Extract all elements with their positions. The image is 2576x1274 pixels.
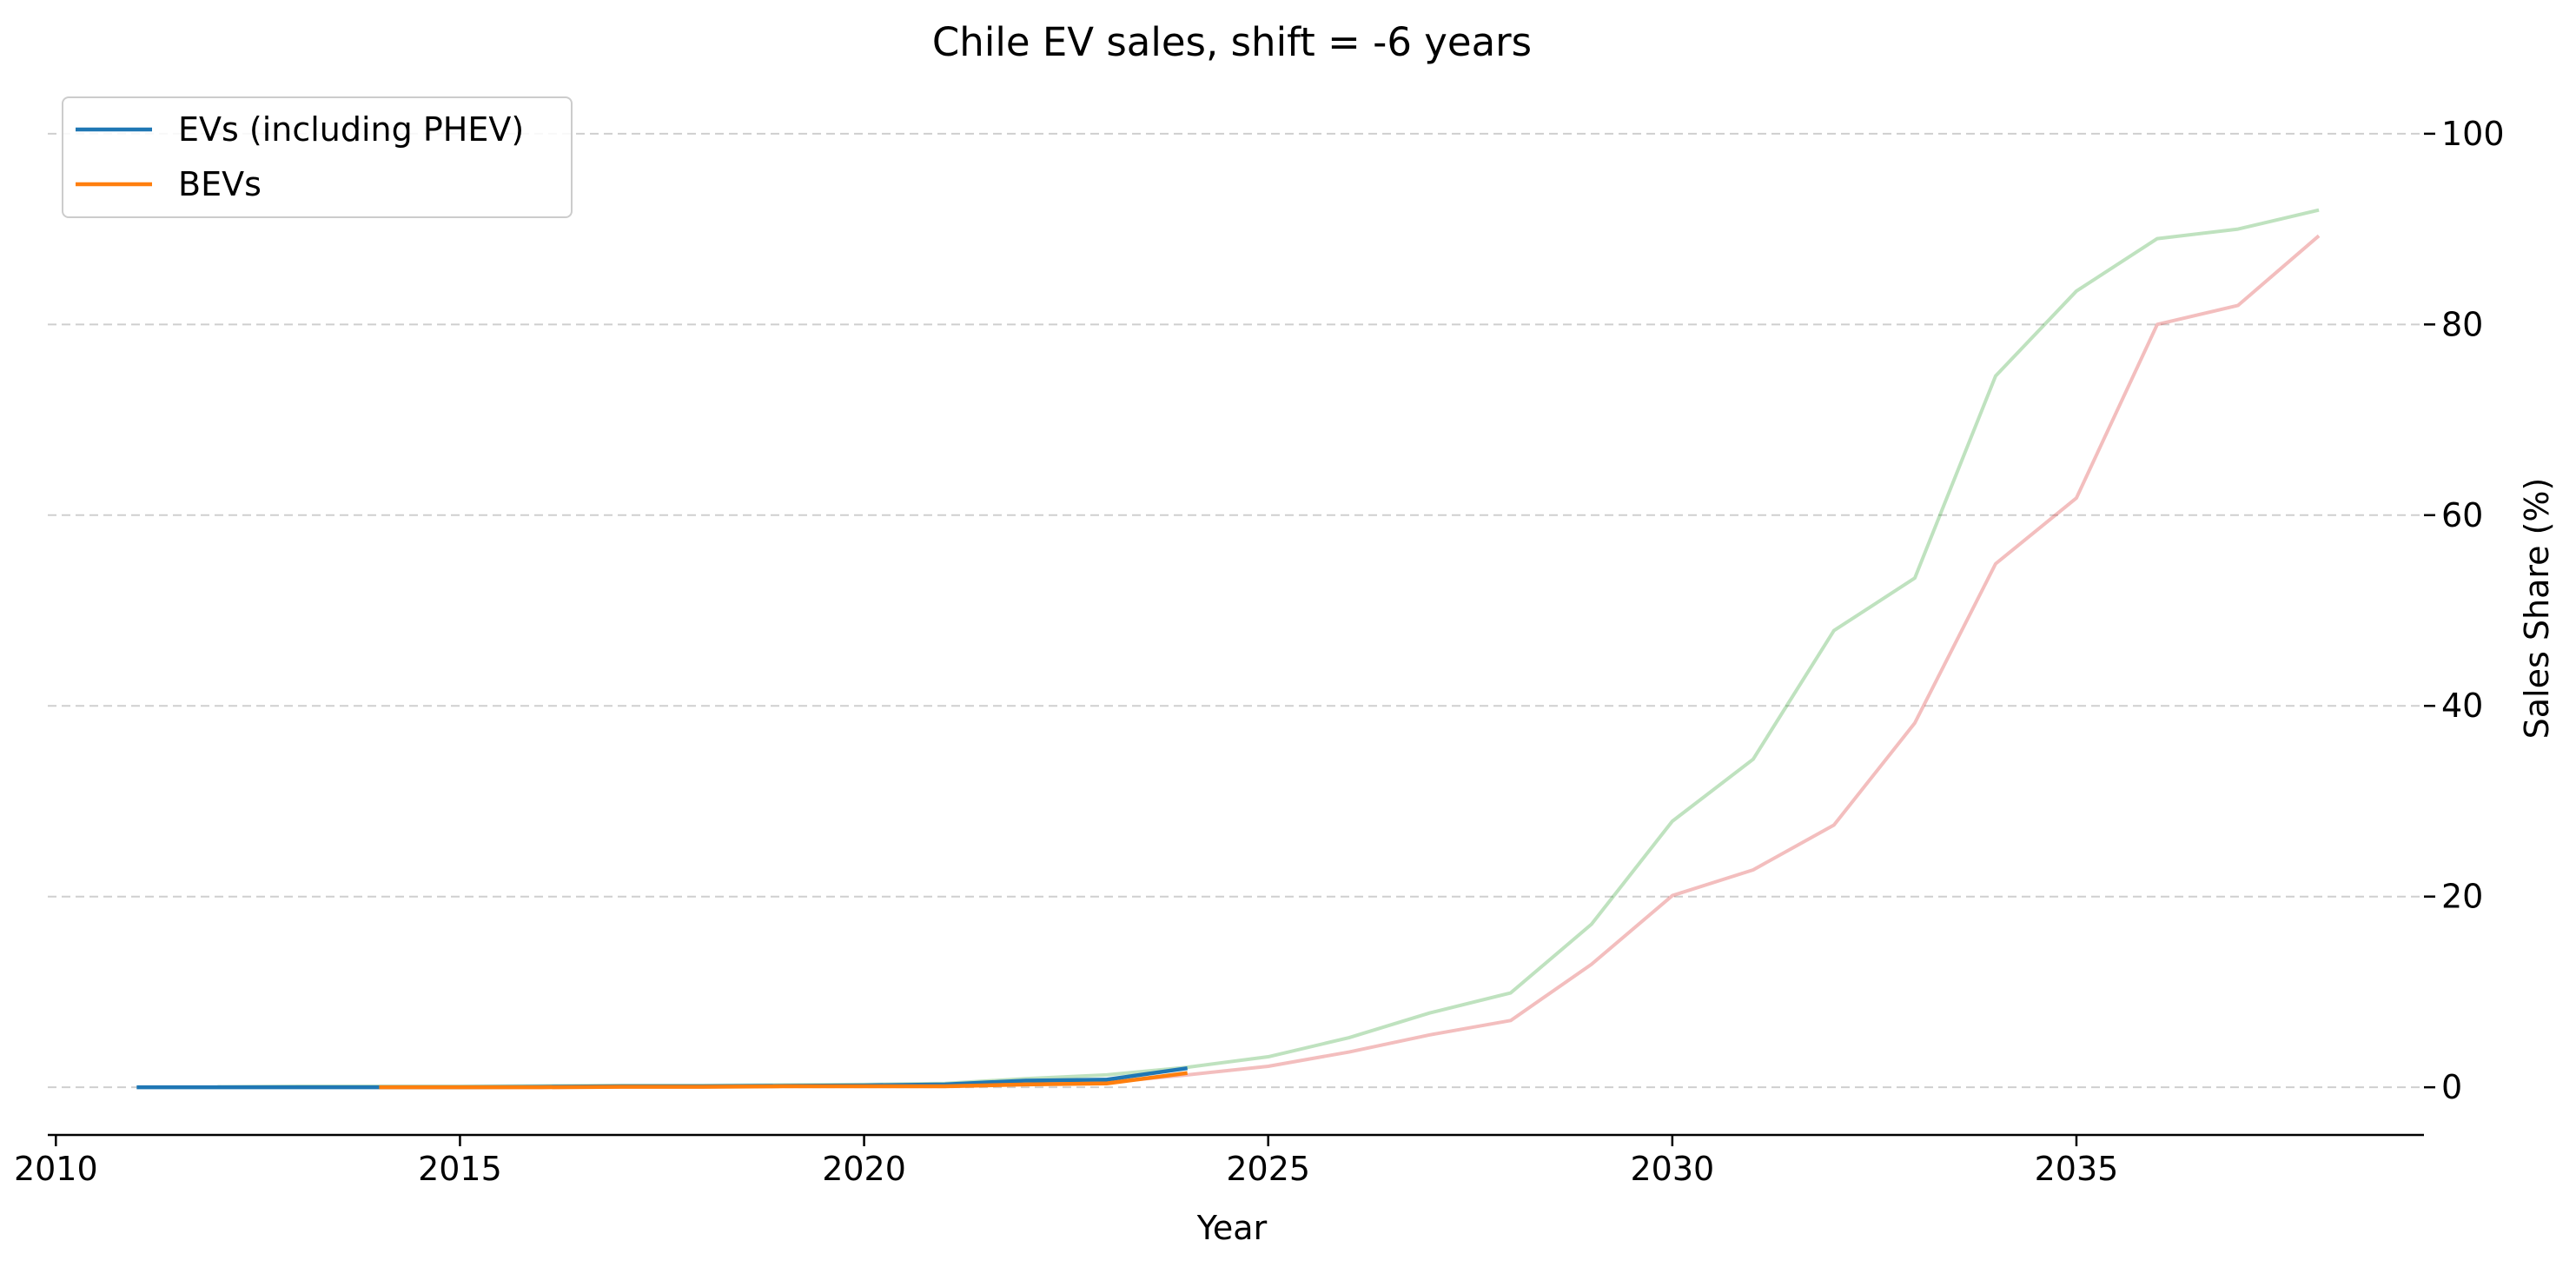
x-tick-label: 2010	[14, 1150, 98, 1188]
legend-label-2: BEVs	[178, 165, 262, 203]
legend: EVs (including PHEV) BEVs	[62, 96, 573, 218]
legend-box	[62, 96, 573, 218]
chart-title: Chile EV sales, shift = -6 years	[932, 19, 1532, 65]
x-tick-label: 2025	[1226, 1150, 1310, 1188]
y-tick-label: 40	[2441, 687, 2483, 725]
y-tick-label: 60	[2441, 496, 2483, 534]
series-line-2	[379, 1071, 1188, 1090]
y-axis-label: Sales Share (%)	[2518, 478, 2556, 740]
x-tick-label: 2020	[822, 1150, 906, 1188]
x-axis-label: Year	[1196, 1209, 1268, 1247]
data-series	[136, 1065, 1188, 1090]
x-tick-label: 2030	[1630, 1150, 1714, 1188]
y-tick-label: 20	[2441, 878, 2483, 916]
x-tick-label: 2035	[2035, 1150, 2119, 1188]
y-tick-label: 0	[2441, 1068, 2462, 1106]
y-tick-label: 100	[2441, 115, 2505, 153]
y-tick-label: 80	[2441, 305, 2483, 343]
axes: 2010 2015 2020 2025 2030 2035 0 20 40 60 80 100	[14, 115, 2505, 1188]
x-tick-label: 2015	[418, 1150, 502, 1188]
legend-label-1: EVs (including PHEV)	[178, 110, 524, 149]
